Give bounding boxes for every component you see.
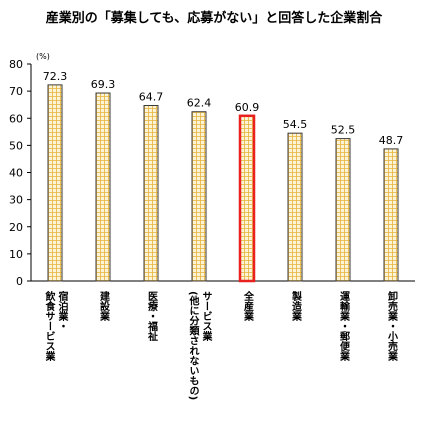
y-tick-label: 20 [9,221,23,234]
bar [383,148,399,282]
bar [47,84,63,282]
category-label: 飲食サービス業 [43,290,56,362]
y-tick-label: 50 [9,139,23,152]
y-tick-label: 30 [9,194,23,207]
data-label: 62.4 [187,97,212,110]
y-tick-label: 70 [9,85,23,98]
category-label: 卸売業・小売業 [386,290,399,362]
y-axis-unit-label: (%) [36,52,50,61]
data-label: 72.3 [43,70,68,83]
category-label: 運輸業・郵便業 [338,291,351,362]
chart-title: 産業別の「募集しても、応募がない」と回答した企業割合 [46,10,384,26]
y-tick-label: 0 [16,275,23,288]
data-label: 69.3 [91,78,116,91]
category-label: 製造業 [290,290,303,322]
category-label: 全産業 [242,290,255,322]
category-label: 宿泊業・ [56,290,69,331]
bar [287,132,303,282]
data-label: 60.9 [235,101,260,114]
y-tick-label: 10 [9,248,23,261]
y-tick-label: 40 [9,167,23,180]
bar [143,105,159,282]
category-label: 医療・福祉 [146,291,159,342]
category-label: (他に分類されないもの) [187,291,200,400]
data-label: 52.5 [331,124,356,137]
category-label: サービス業 [200,291,213,342]
bar [95,92,111,282]
y-tick-label: 80 [9,58,23,71]
bar [238,114,256,283]
data-label: 54.5 [283,118,308,131]
bar [335,138,351,282]
category-label: 建設業 [98,290,111,322]
y-tick-label: 60 [9,112,23,125]
bar [191,111,207,282]
data-label: 64.7 [139,91,164,104]
data-label: 48.7 [379,134,404,147]
